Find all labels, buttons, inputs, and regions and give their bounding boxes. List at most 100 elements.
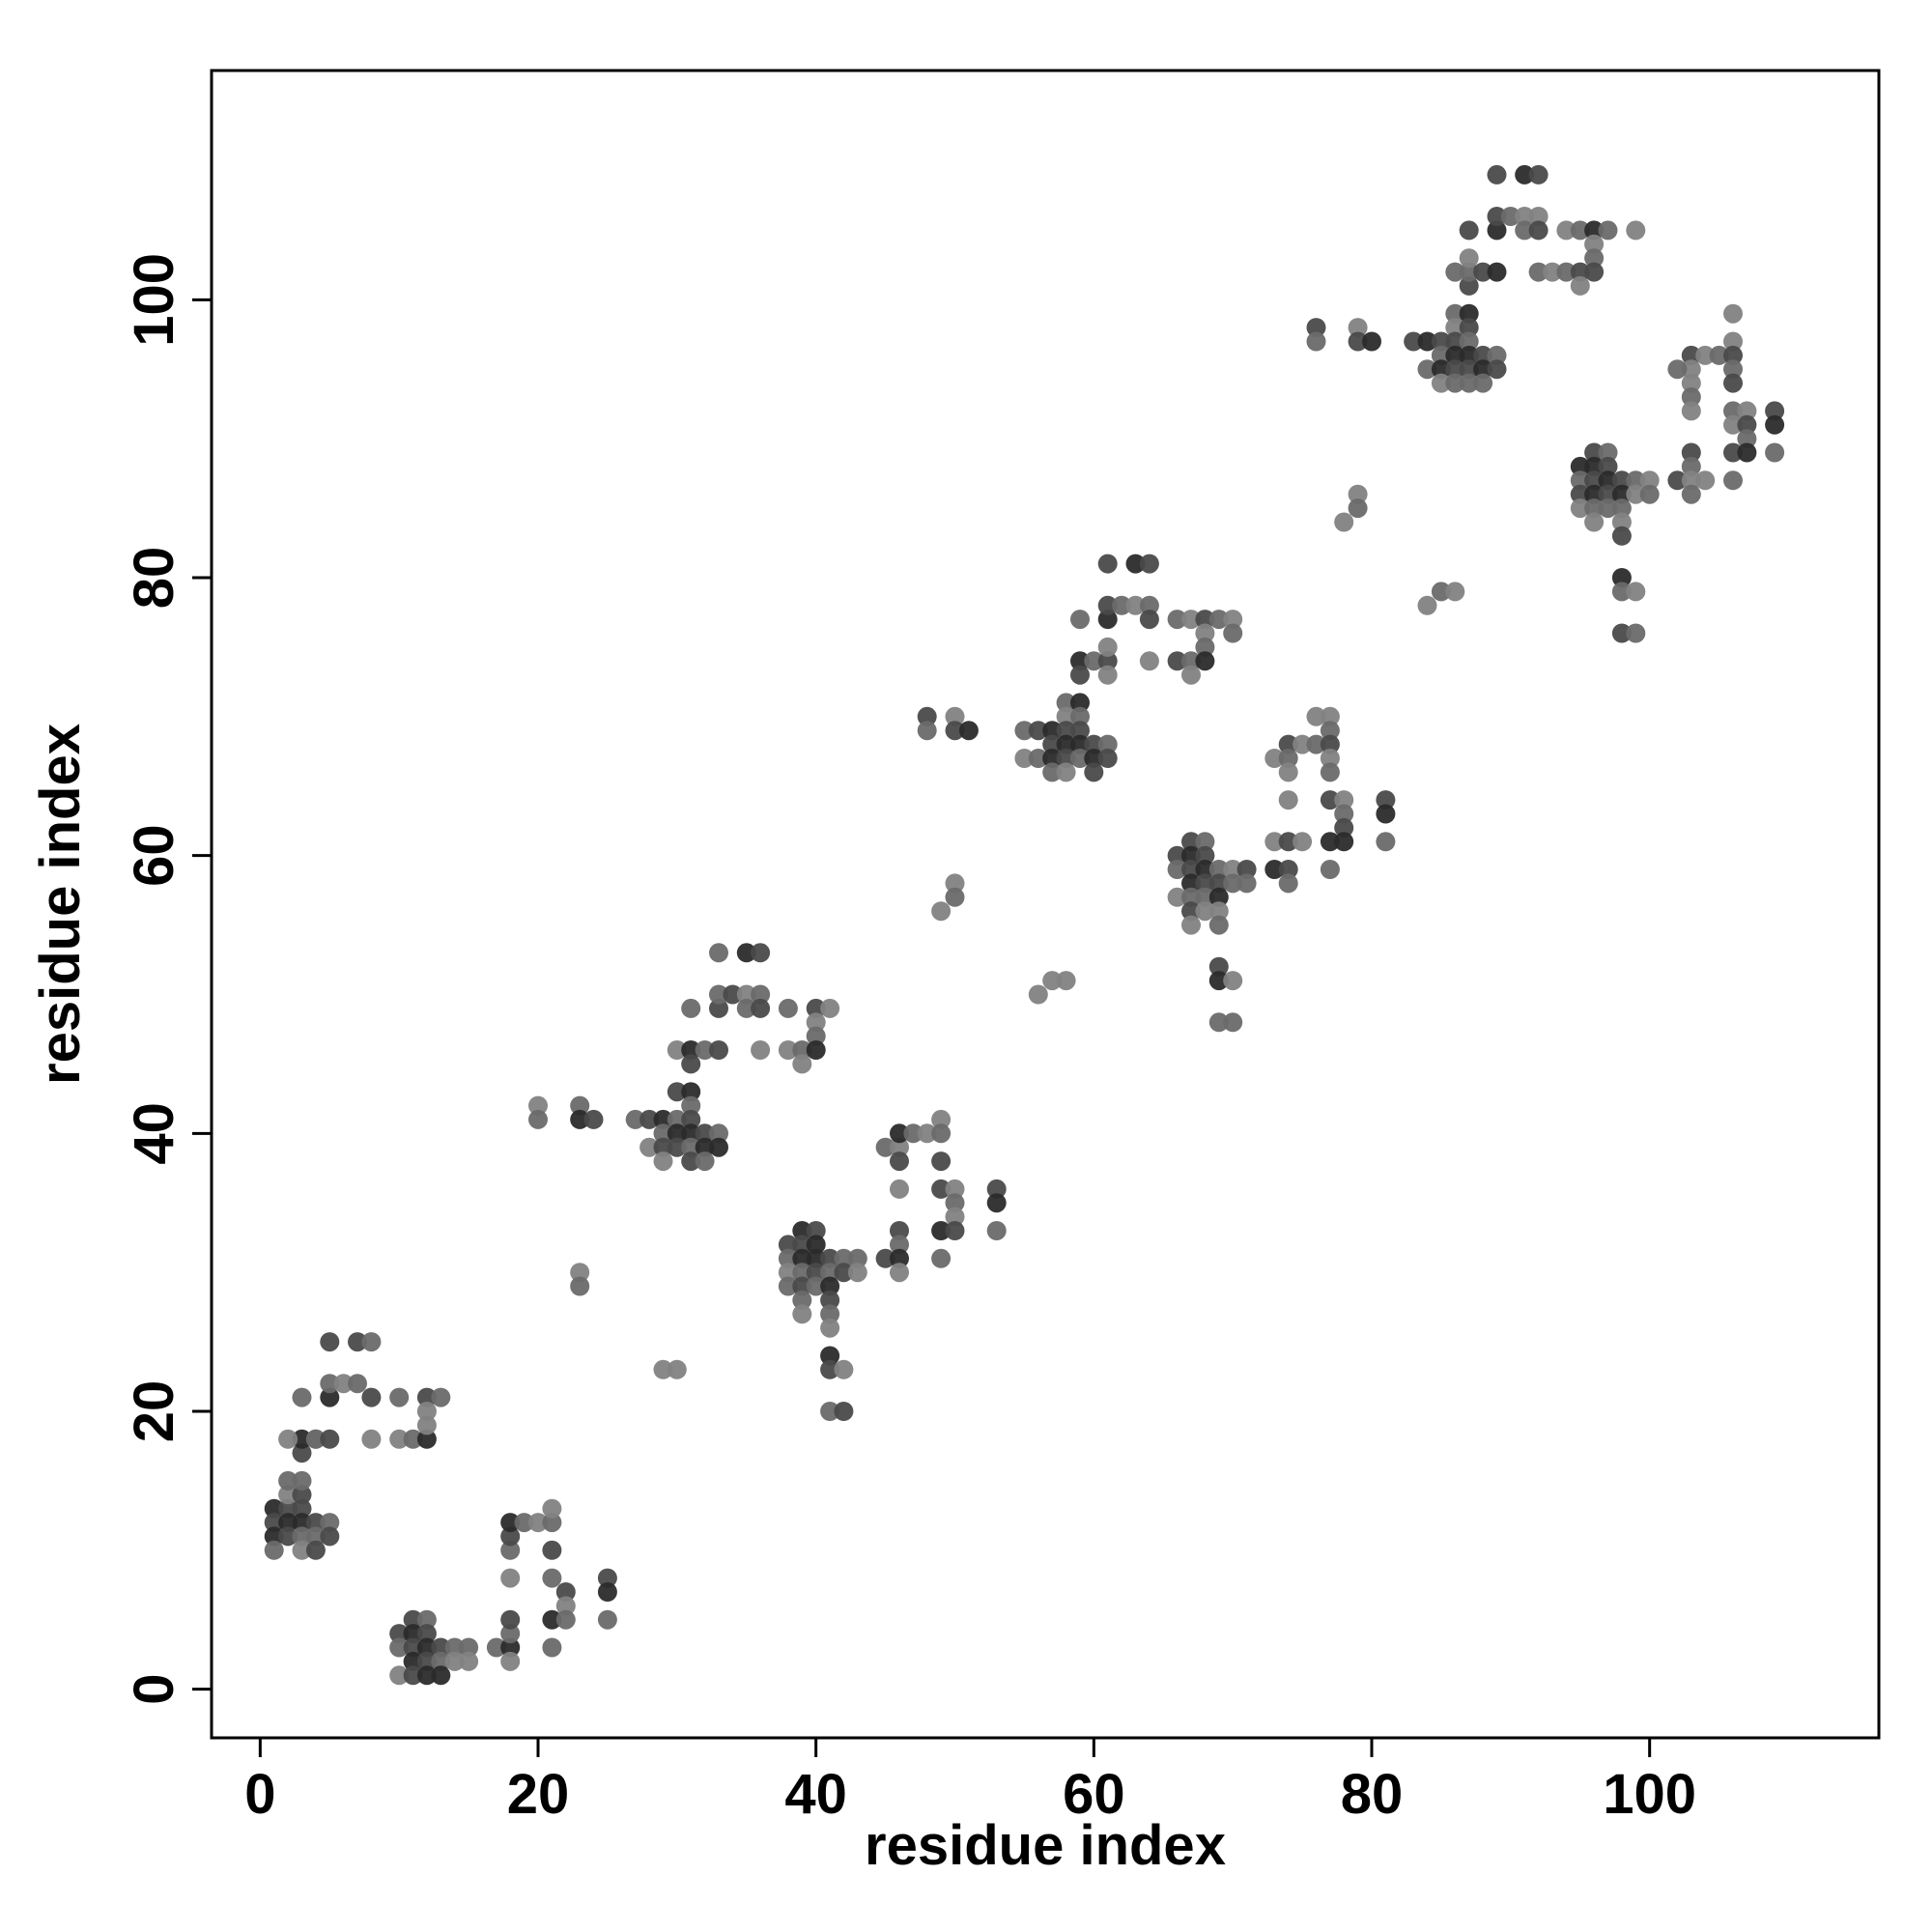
data-point [820, 1318, 840, 1338]
data-point [1320, 860, 1340, 879]
data-point [1278, 762, 1298, 782]
y-axis-label: residue index [29, 724, 92, 1085]
data-point [1626, 470, 1646, 491]
data-point [403, 1665, 423, 1686]
data-point [681, 1082, 701, 1102]
data-point [1056, 749, 1076, 768]
data-point [1459, 373, 1479, 393]
data-point [820, 1346, 840, 1366]
data-point [1139, 651, 1159, 671]
data-point [792, 1276, 812, 1296]
data-point [1181, 610, 1201, 630]
data-point [1208, 610, 1229, 630]
data-point [681, 1137, 701, 1157]
data-point [1445, 331, 1465, 352]
data-point [834, 1248, 854, 1268]
data-point [709, 943, 728, 963]
data-point [1404, 331, 1424, 352]
data-point [500, 1609, 521, 1630]
data-point [945, 1179, 965, 1199]
data-point [1334, 817, 1354, 838]
data-point [778, 1276, 798, 1296]
data-point [431, 1651, 451, 1671]
data-point [1376, 832, 1396, 852]
data-point [1348, 498, 1368, 519]
data-point [1543, 262, 1562, 282]
data-point [1195, 860, 1215, 879]
data-point [500, 1513, 521, 1533]
data-point [1042, 721, 1063, 741]
data-point [542, 1513, 562, 1533]
data-point [667, 1040, 687, 1060]
data-point [806, 1263, 826, 1283]
data-point [1056, 721, 1076, 741]
data-point [792, 1263, 812, 1283]
data-point [1765, 414, 1785, 435]
data-point [1084, 651, 1104, 671]
data-point [278, 1485, 298, 1505]
data-point [1195, 887, 1215, 907]
data-point [264, 1526, 284, 1547]
data-point [292, 1429, 312, 1449]
data-point [931, 901, 952, 922]
data-point [1139, 610, 1159, 630]
x-axis-label: residue index [865, 1814, 1226, 1877]
data-point [292, 1470, 312, 1491]
data-point [1459, 345, 1479, 365]
data-point [1070, 706, 1090, 726]
data-point [736, 943, 756, 963]
data-point [1459, 303, 1479, 324]
data-point [625, 1109, 645, 1129]
data-point [1598, 498, 1618, 519]
data-point [1556, 220, 1577, 241]
data-point [736, 998, 756, 1018]
data-point [1431, 373, 1451, 393]
data-point [1195, 637, 1215, 657]
data-point [389, 1624, 410, 1644]
data-point [1167, 651, 1187, 671]
x-tick-label: 100 [1603, 1763, 1696, 1826]
data-point [653, 1151, 673, 1172]
data-point [1611, 470, 1632, 491]
y-tick-label: 60 [123, 824, 185, 887]
data-point [945, 1193, 965, 1213]
data-point [305, 1429, 326, 1449]
data-point [1278, 832, 1298, 852]
data-point [653, 1359, 673, 1379]
data-point [1528, 164, 1548, 185]
data-point [695, 1123, 715, 1144]
data-point [1181, 860, 1201, 879]
data-point [667, 1109, 687, 1129]
data-point [1195, 873, 1215, 894]
data-point [709, 1123, 728, 1144]
data-point [292, 1443, 312, 1463]
data-point [416, 1402, 437, 1421]
data-point [555, 1596, 576, 1616]
data-point [1139, 595, 1159, 615]
data-point [1515, 164, 1535, 185]
data-point [1376, 790, 1396, 810]
data-point [639, 1109, 660, 1129]
data-point [1056, 706, 1076, 726]
data-point [1320, 762, 1340, 782]
data-point [1723, 401, 1743, 421]
data-point [1487, 164, 1507, 185]
data-point [1611, 623, 1632, 643]
data-point [1598, 220, 1618, 241]
data-point [1223, 1012, 1243, 1033]
data-point [1084, 749, 1104, 768]
x-tick-label: 20 [507, 1763, 570, 1826]
data-point [1737, 401, 1757, 421]
data-point [1320, 832, 1340, 852]
data-point [1417, 359, 1437, 380]
data-point [1598, 442, 1618, 463]
data-point [1431, 331, 1451, 352]
data-point [1459, 331, 1479, 352]
data-point [597, 1582, 617, 1602]
data-point [320, 1374, 340, 1394]
data-point [1195, 623, 1215, 643]
y-tick-label: 100 [123, 253, 185, 347]
data-point [1070, 665, 1090, 685]
data-point [278, 1513, 298, 1533]
plot-background [212, 71, 1879, 1738]
